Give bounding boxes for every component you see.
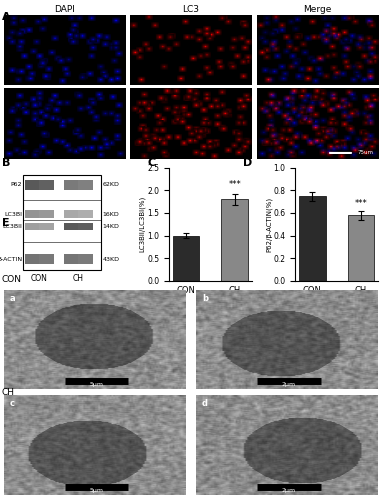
- Bar: [25, 210, 39, 218]
- Bar: [78, 254, 92, 264]
- Text: 62KD: 62KD: [102, 182, 120, 187]
- Bar: [64, 254, 78, 264]
- Bar: [25, 223, 39, 230]
- Text: D: D: [243, 158, 252, 168]
- Bar: [25, 254, 39, 264]
- Text: ***: ***: [354, 200, 367, 208]
- Bar: [78, 223, 92, 230]
- Text: CON: CON: [31, 274, 48, 283]
- Text: CH: CH: [2, 388, 15, 397]
- Y-axis label: LC3BII/LC3BI(%): LC3BII/LC3BI(%): [139, 196, 146, 252]
- Bar: [348, 215, 374, 280]
- Text: 75um: 75um: [358, 150, 374, 156]
- Text: A: A: [2, 12, 11, 22]
- Text: b: b: [202, 294, 208, 303]
- Text: d: d: [202, 400, 208, 408]
- Text: LC3BI: LC3BI: [4, 212, 22, 216]
- Text: ***: ***: [228, 180, 241, 190]
- Text: C: C: [147, 158, 155, 168]
- Text: c: c: [9, 400, 14, 408]
- Text: 5μm: 5μm: [89, 488, 104, 492]
- Text: 2μm: 2μm: [282, 488, 296, 492]
- Bar: [78, 210, 92, 218]
- Title: Merge: Merge: [303, 5, 332, 14]
- Text: 2μm: 2μm: [282, 382, 296, 387]
- Text: E: E: [2, 218, 10, 228]
- Text: B: B: [2, 158, 10, 168]
- Bar: [23, 174, 101, 270]
- Title: LC3: LC3: [183, 5, 199, 14]
- Text: LC3BII: LC3BII: [2, 224, 22, 229]
- Text: β-ACTIN: β-ACTIN: [0, 256, 22, 262]
- Bar: [78, 180, 92, 190]
- Title: DAPI: DAPI: [54, 5, 75, 14]
- Text: 5μm: 5μm: [89, 382, 104, 387]
- Bar: [39, 210, 53, 218]
- Text: a: a: [9, 294, 15, 303]
- Text: P62: P62: [11, 182, 22, 187]
- Text: 43KD: 43KD: [102, 256, 120, 262]
- Bar: [221, 200, 248, 280]
- Bar: [39, 180, 53, 190]
- Bar: [64, 210, 78, 218]
- Text: CH: CH: [73, 274, 84, 283]
- Y-axis label: P62/β-ACTIN(%): P62/β-ACTIN(%): [265, 196, 272, 252]
- Bar: [173, 236, 199, 281]
- Text: CON: CON: [2, 276, 22, 284]
- Text: 16KD: 16KD: [102, 212, 119, 216]
- Bar: [39, 254, 53, 264]
- Text: 14KD: 14KD: [102, 224, 120, 229]
- Bar: [64, 180, 78, 190]
- Bar: [39, 223, 53, 230]
- Bar: [299, 196, 326, 280]
- Bar: [25, 180, 39, 190]
- Bar: [64, 223, 78, 230]
